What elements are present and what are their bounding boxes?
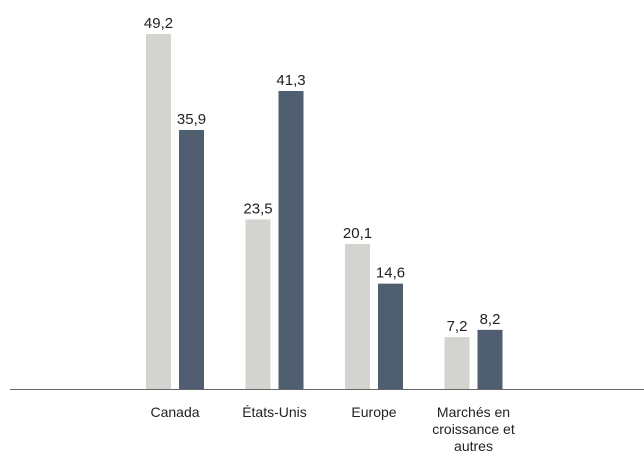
bar — [378, 283, 403, 389]
x-tick-label: États-Unis — [242, 404, 307, 420]
value-label: 35,9 — [177, 111, 206, 128]
value-label: 41,3 — [276, 72, 305, 89]
value-label: 49,2 — [144, 15, 173, 32]
bar — [146, 34, 171, 389]
bar — [477, 329, 503, 389]
x-tick-label: Canada — [150, 404, 200, 420]
value-label: 23,5 — [243, 200, 272, 217]
value-label: 7,2 — [447, 318, 468, 335]
x-tick-label: Marchés en croissance et autres — [432, 404, 515, 454]
value-label: 14,6 — [376, 265, 405, 282]
value-label: 8,2 — [480, 311, 501, 328]
x-tick-label: Europe — [351, 404, 397, 420]
bar — [444, 337, 470, 389]
bar — [179, 129, 204, 389]
value-label: 20,1 — [343, 225, 372, 242]
bar — [245, 219, 271, 389]
bar — [278, 91, 304, 390]
bar — [345, 243, 370, 389]
